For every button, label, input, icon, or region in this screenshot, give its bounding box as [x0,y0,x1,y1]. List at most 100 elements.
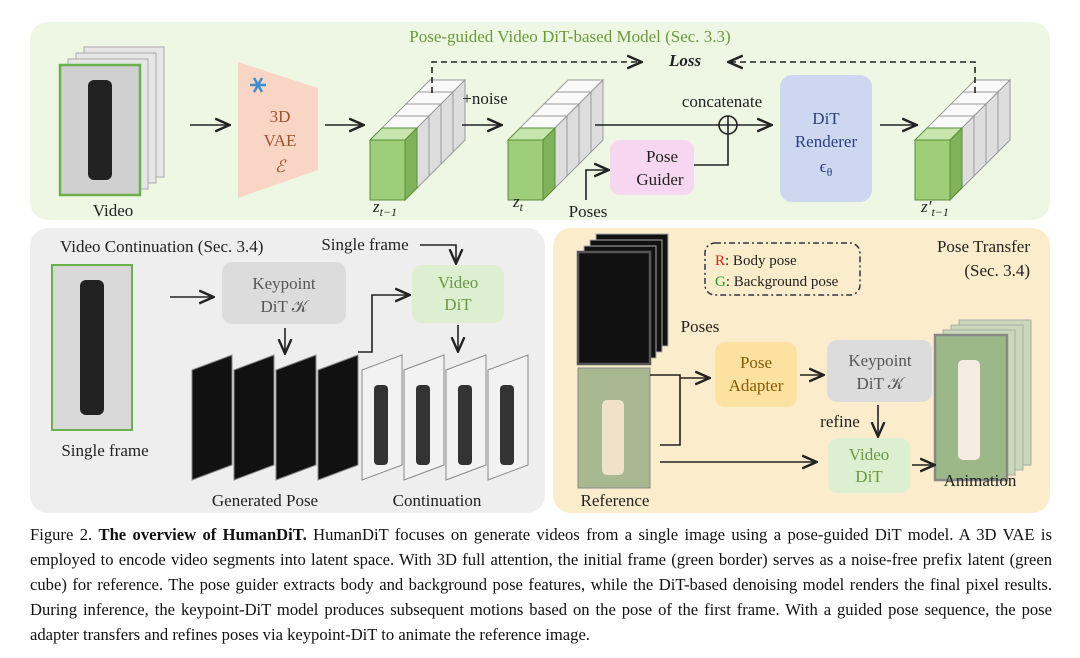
latent-front-side [542,126,556,202]
vae-block [238,62,318,198]
latent-slice-side [566,102,580,178]
renderer-block [780,75,872,202]
dress [958,360,980,460]
pose-adapter-block [715,342,797,407]
figure-silhouette [458,385,472,465]
label: Loss [668,51,702,70]
label: ϵθ [820,157,833,179]
subscript: θ [827,165,833,179]
latent-label: z′t−1 [920,197,949,219]
subscript: t−1 [380,205,397,219]
label: Continuation [393,491,482,510]
caption-text: HumanDiT focuses on generate videos from… [30,525,1052,644]
label: Keypoint [848,351,912,370]
shapes [51,46,1032,489]
label: DiT [444,295,472,314]
label: Reference [581,491,650,510]
latent-slice-side [440,90,454,166]
legend-key: G [715,274,726,290]
pose-guider-block [610,140,694,195]
latent-label: zt−1 [372,197,397,219]
figure-silhouette [88,80,112,180]
latent-front-side [404,126,418,202]
dashed-arrow [431,62,640,93]
label: Pose [646,147,678,166]
panel-title: (Sec. 3.4) [964,261,1030,280]
label: +noise [462,89,507,108]
keypoint-dit-block [222,262,346,324]
latent-slice-side [961,114,975,190]
label: Poses [681,317,720,336]
label: ℰ [275,157,287,176]
dashed-arrow [730,62,976,93]
dress [602,400,624,475]
keypoint-dit-block [827,340,932,402]
label: Video [849,445,890,464]
legend-text: : Background pose [726,274,839,290]
line [650,374,681,446]
arrow [585,170,607,200]
arrow [420,244,456,262]
label: Single frame [321,235,408,254]
concat-symbol [719,116,737,134]
label: DiT [855,467,883,486]
legend-entry: R: Body pose [715,253,797,269]
panel-title: Pose-guided Video DiT-based Model (Sec. … [409,27,730,46]
pose-frame [275,354,317,481]
latent-slice-side [416,114,430,190]
pose-frame [233,354,275,481]
label: Pose [740,353,772,372]
latent-slice-side [590,78,604,154]
label: 3D [270,107,291,126]
legend-box [704,242,861,296]
symbol: z [512,192,520,211]
latent-front [914,139,951,201]
label: Keypoint [252,274,316,293]
pose-frame [317,354,359,481]
label: Animation [944,471,1017,490]
label: Guider [636,170,684,189]
latent-slice-side [997,78,1011,154]
symbol: z [372,197,380,216]
diagram: Pose-guided Video DiT-based Model (Sec. … [30,22,1050,513]
caption-label: Figure 2. [30,525,93,544]
figure-silhouette [416,385,430,465]
legend-text: : Body pose [725,253,797,269]
pose-frame [191,354,233,481]
figure-silhouette [374,385,388,465]
label: Video [93,201,134,220]
panel-title: Pose Transfer [937,237,1030,256]
symbol: z′ [920,197,932,216]
latent-slice-side [985,90,999,166]
snowflake-icon [250,77,266,93]
label: DiT 𝒦 [260,297,309,316]
latent-slice-side [428,102,442,178]
label: Single frame [61,441,148,460]
frame [576,250,652,366]
label: concatenate [682,92,762,111]
label: Adapter [729,376,784,395]
label: Renderer [795,132,858,151]
label: refine [820,412,860,431]
legend-key: R [715,253,725,269]
line [694,134,729,166]
arrow [358,295,408,353]
label: VAE [264,131,297,150]
latent-front-side [949,126,963,202]
video-dit-block [412,265,504,323]
transfer-panel [553,228,1050,513]
video-dit-block [828,438,910,493]
caption-title: The overview of HumanDiT. [98,525,307,544]
legend-entry: G: Background pose [715,274,839,290]
label: DiT 𝒦 [856,374,905,393]
subscript: t [520,200,524,214]
label: DiT [812,109,840,128]
subscript: t−1 [931,205,948,219]
figure-silhouette [500,385,514,465]
latent-front [369,139,406,201]
latent-slice-side [578,90,592,166]
caption: Figure 2. The overview of HumanDiT. Huma… [30,522,1052,647]
figure-silhouette [80,280,104,415]
label: Video [438,273,479,292]
